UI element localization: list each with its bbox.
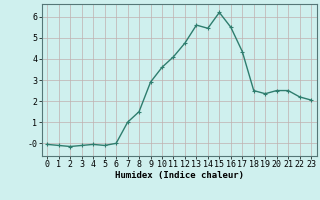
X-axis label: Humidex (Indice chaleur): Humidex (Indice chaleur) xyxy=(115,171,244,180)
